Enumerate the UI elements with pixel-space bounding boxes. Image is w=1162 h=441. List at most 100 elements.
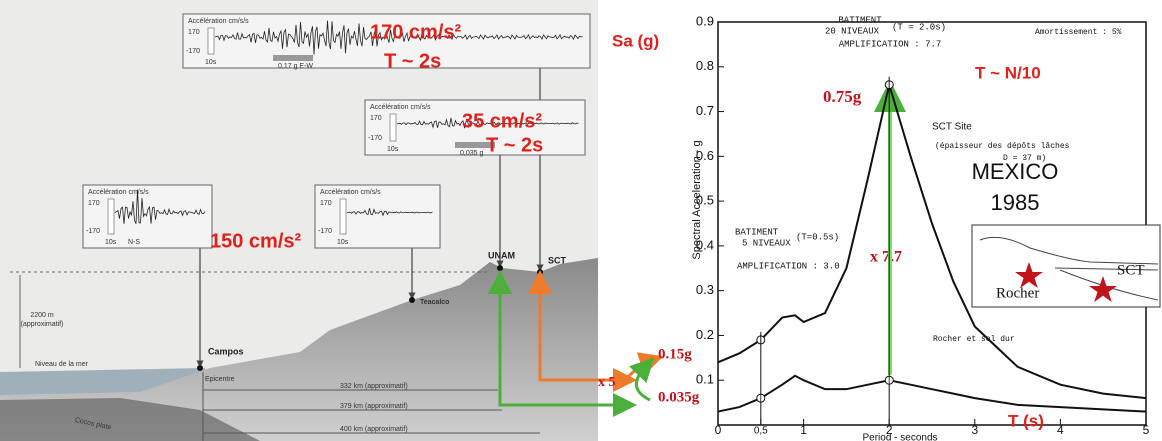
x-tick-label: 3 xyxy=(971,423,978,437)
peak: 0,17 g E-W xyxy=(278,63,313,70)
box-scale xyxy=(107,198,115,235)
peak-bar xyxy=(273,55,313,61)
ground xyxy=(0,258,598,441)
note: (T = 2.0s) xyxy=(892,22,946,32)
y-tick-label: 0.5 xyxy=(696,193,714,208)
component: N-S xyxy=(128,239,140,246)
note: SCT Site xyxy=(932,122,972,133)
inset-rock: Rocher xyxy=(996,285,1039,301)
note: 5 NIVEAUX xyxy=(742,238,791,248)
period: T ~ 2s xyxy=(486,134,543,156)
series-line xyxy=(717,80,1147,400)
spectrum: Spectral Acceleration - g Period - secon… xyxy=(612,13,1161,441)
note: AMPLIFICATION : 7.7 xyxy=(839,39,942,49)
period: T ~ 2s xyxy=(384,50,441,72)
seismogram xyxy=(114,189,206,224)
y-tick-label: 0.2 xyxy=(696,327,714,342)
box-time: 10s xyxy=(105,239,117,246)
y-tick-label: 0.7 xyxy=(696,103,714,118)
peak-bar xyxy=(455,142,495,148)
accel: 170 cm/s² xyxy=(370,21,462,43)
seismogram xyxy=(346,208,433,217)
note: (T=0.5s) xyxy=(796,232,839,242)
peak: 0,035 g xyxy=(460,150,483,157)
inset-sct: SCT xyxy=(1117,262,1145,278)
y-tick-label: 0.3 xyxy=(696,282,714,297)
green-arrow xyxy=(498,285,637,417)
box-axis: Accélération cm/s/s xyxy=(188,18,249,25)
box-time: 10s xyxy=(205,59,217,66)
y-label: Spectral Acceleration - g xyxy=(691,140,703,259)
ratio: x 7.7 xyxy=(870,249,902,266)
note: D = 37 m) xyxy=(1003,154,1046,163)
box-axis: Accélération cm/s/s xyxy=(370,104,431,111)
box-max: 170 xyxy=(370,115,382,122)
box-scale xyxy=(389,113,397,142)
box-time: 10s xyxy=(387,146,399,153)
x-tick-label: 2 xyxy=(886,423,893,437)
star xyxy=(1015,262,1043,288)
note: BATIMENT xyxy=(838,15,882,25)
star xyxy=(1089,276,1117,302)
box-time: 10s xyxy=(337,239,349,246)
distance: 400 km (approximatif) xyxy=(340,426,408,433)
x-tick-label: 5 xyxy=(1143,423,1150,437)
height: 2200 m xyxy=(30,312,54,319)
x-tick-label: 1 xyxy=(800,423,807,437)
high: 0.15g xyxy=(658,346,692,362)
year: 1985 xyxy=(991,190,1040,215)
box-min: -170 xyxy=(368,135,382,142)
box-max: 170 xyxy=(320,200,332,207)
note: BATIMENT xyxy=(735,227,779,237)
height-note: (approximatif) xyxy=(21,321,64,328)
sa: Sa (g) xyxy=(612,31,659,50)
station: Teacalco xyxy=(420,299,449,306)
box-max: 170 xyxy=(88,200,100,207)
ratio: x 5 xyxy=(598,375,616,390)
note: Amortissement : 5% xyxy=(1035,28,1122,37)
box-max: 170 xyxy=(188,29,200,36)
plate xyxy=(0,398,260,441)
seismo-box xyxy=(314,184,441,249)
x-tick-label: 4 xyxy=(1057,423,1064,437)
station: Campos xyxy=(208,346,244,356)
box-min: -170 xyxy=(318,228,332,235)
peak: 0.75g xyxy=(823,87,862,106)
y-tick-label: 0.9 xyxy=(696,13,714,28)
note: (épaisseur des dépôts lâches xyxy=(935,142,1070,151)
y-tick-label: 0.4 xyxy=(696,237,714,252)
accel: 150 cm/s² xyxy=(210,230,302,252)
x-tick-label: 0,5 xyxy=(754,426,768,437)
y-tick-label: 0.1 xyxy=(696,372,714,387)
note: AMPLIFICATION : 3.0 xyxy=(737,261,840,271)
x-label: Period - seconds xyxy=(862,433,937,441)
seismogram xyxy=(214,20,583,55)
series-line xyxy=(717,374,1147,413)
plot-frame xyxy=(717,21,1147,426)
low: 0.035g xyxy=(658,389,700,405)
x-tick-label: 0 xyxy=(715,423,722,437)
box-scale xyxy=(339,198,347,235)
distance: 332 km (approximatif) xyxy=(340,383,408,390)
seismo-box xyxy=(82,184,213,249)
box-axis: Accélération cm/s/s xyxy=(320,189,381,196)
note: 20 NIVEAUX xyxy=(825,26,880,36)
station: Epicentre xyxy=(205,376,235,383)
station-dots xyxy=(197,265,543,371)
dimensions xyxy=(202,372,540,441)
y-tick-label: 0.8 xyxy=(696,58,714,73)
accel: 35 cm/s² xyxy=(462,110,542,132)
station: SCT xyxy=(548,255,567,265)
green-curve xyxy=(629,357,655,402)
note: Rocher et sol dur xyxy=(933,335,1015,344)
tn: T ~ N/10 xyxy=(975,63,1041,82)
distance: 379 km (approximatif) xyxy=(340,403,408,410)
box-axis: Accélération cm/s/s xyxy=(88,189,149,196)
orange-arrow xyxy=(538,285,637,392)
box-min: -170 xyxy=(86,228,100,235)
left-diagram: 2200 m (approximatif) Niveau de la mer C… xyxy=(0,0,637,441)
box-scale xyxy=(207,27,215,55)
y-tick-label: 0.6 xyxy=(696,148,714,163)
t-s: T (s) xyxy=(1008,411,1044,430)
station: UNAM xyxy=(488,250,515,260)
